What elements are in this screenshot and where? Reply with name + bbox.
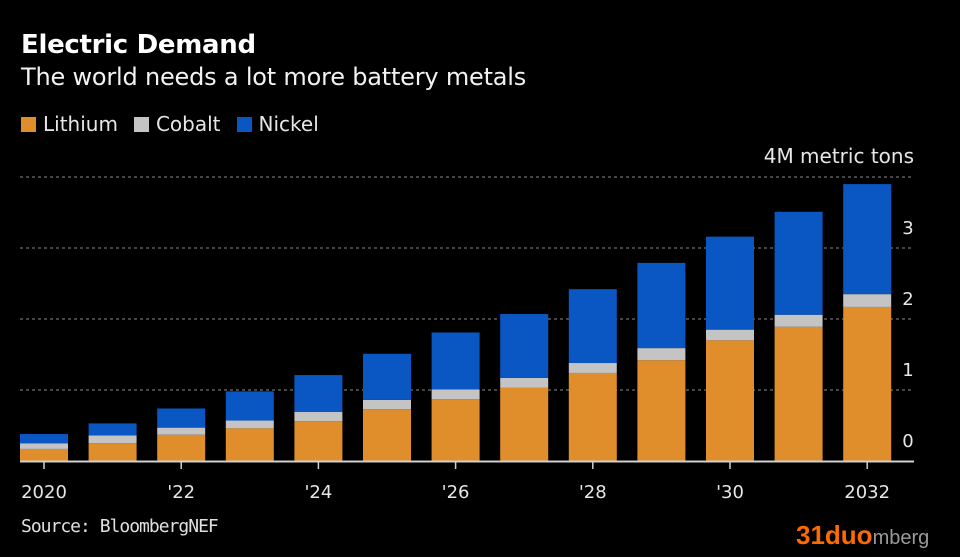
bar-cobalt-2028: [568, 363, 617, 373]
bar-stack-2029: [637, 262, 686, 461]
y-tick-label-1: 1: [902, 360, 913, 381]
x-tick-label-2032: 2032: [844, 482, 890, 503]
bar-cobalt-2027: [500, 377, 549, 388]
x-tick-label-2024: '24: [304, 482, 332, 503]
bar-stack-2032: [843, 184, 892, 461]
bar-nickel-2026: [431, 332, 480, 390]
bar-lithium-2024: [294, 421, 343, 461]
x-axis: 2020 '22 '24 '26 '28 '30 2032: [20, 460, 914, 503]
bar-stack-2026: [431, 332, 480, 461]
bar-lithium-2032: [843, 306, 892, 461]
bar-stack-2030: [706, 236, 754, 461]
legend-item-lithium: Lithium: [21, 112, 118, 136]
y-axis: 0 1 2 3: [902, 218, 913, 452]
legend-label-nickel: Nickel: [258, 112, 319, 136]
bar-stack-2021: [88, 423, 137, 461]
x-tick-label-2020: 2020: [21, 482, 67, 503]
legend-item-nickel: Nickel: [236, 112, 319, 136]
bar-lithium-2021: [88, 443, 137, 461]
bar-nickel-2025: [363, 353, 411, 400]
bar-cobalt-2023: [225, 420, 274, 429]
y-axis-unit-label: 4M metric tons: [763, 144, 914, 168]
bar-stack-2028: [568, 289, 617, 461]
bar-stack-2022: [157, 408, 206, 461]
bar-lithium-2030: [706, 340, 754, 461]
bar-nickel-2021: [88, 423, 137, 436]
bar-cobalt-2020: [20, 443, 68, 449]
bar-cobalt-2030: [706, 329, 754, 341]
bar-nickel-2020: [20, 434, 68, 444]
source-note: Source: BloombergNEF: [21, 516, 219, 537]
legend-label-lithium: Lithium: [43, 112, 118, 136]
bar-lithium-2020: [20, 448, 68, 461]
x-tick-label-2026: '26: [442, 482, 470, 503]
legend: Lithium Cobalt Nickel: [21, 112, 335, 136]
bar-nickel-2031: [774, 211, 823, 315]
bar-nickel-2022: [157, 408, 206, 428]
x-tick-label-2030: '30: [716, 482, 744, 503]
legend-label-cobalt: Cobalt: [155, 112, 221, 136]
bar-nickel-2032: [843, 184, 892, 295]
legend-swatch-cobalt: [133, 116, 149, 132]
bar-stack-2024: [294, 375, 343, 461]
x-tick-label-2028: '28: [579, 482, 607, 503]
bar-lithium-2028: [568, 372, 617, 461]
bar-lithium-2027: [500, 387, 549, 461]
x-tick-label-2022: '22: [167, 482, 195, 503]
bar-stack-2020: [20, 434, 68, 461]
bar-nickel-2027: [500, 314, 549, 378]
chart-title: Electric Demand: [21, 30, 256, 60]
bar-stack-2027: [500, 314, 549, 461]
bar-nickel-2024: [294, 375, 343, 413]
y-tick-label-2: 2: [902, 289, 913, 310]
bar-lithium-2022: [157, 434, 206, 461]
bar-cobalt-2022: [157, 427, 206, 435]
bar-lithium-2023: [225, 428, 274, 461]
bar-lithium-2031: [774, 326, 823, 461]
bar-cobalt-2025: [363, 399, 411, 410]
bar-cobalt-2021: [88, 435, 137, 444]
y-tick-label-3: 3: [902, 218, 913, 239]
bar-cobalt-2032: [843, 294, 892, 307]
chart-subtitle: The world needs a lot more battery metal…: [21, 63, 527, 91]
legend-swatch-nickel: [236, 116, 252, 132]
legend-swatch-lithium: [21, 116, 36, 132]
bar-stack-2025: [363, 353, 411, 461]
bar-cobalt-2029: [637, 348, 686, 361]
watermark: 31duomberg: [796, 520, 929, 551]
watermark-brand: 31duo: [796, 520, 873, 550]
bar-stack-2023: [225, 391, 274, 461]
bar-lithium-2029: [637, 360, 686, 461]
bar-nickel-2029: [637, 262, 686, 349]
bar-lithium-2026: [431, 399, 480, 461]
bar-stack-2031: [774, 211, 823, 461]
bars: [20, 184, 892, 461]
bar-nickel-2030: [706, 236, 754, 330]
bar-cobalt-2026: [431, 389, 480, 400]
bar-cobalt-2031: [774, 314, 823, 327]
bar-nickel-2023: [225, 391, 274, 421]
y-tick-label-0: 0: [902, 431, 913, 452]
bar-cobalt-2024: [294, 412, 343, 422]
bar-lithium-2025: [363, 409, 411, 461]
watermark-rest: mberg: [872, 527, 930, 549]
legend-item-cobalt: Cobalt: [133, 112, 221, 136]
bar-nickel-2028: [568, 289, 617, 364]
